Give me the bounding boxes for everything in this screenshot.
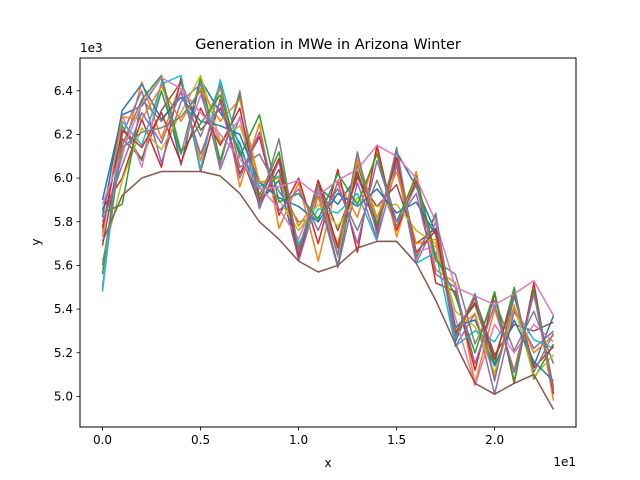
y-tick-label: 5.0 bbox=[54, 389, 73, 403]
x-tick-label: 0.5 bbox=[191, 433, 210, 447]
series-line-3 bbox=[101, 76, 555, 380]
series-layer bbox=[101, 74, 555, 410]
series-line-18 bbox=[101, 90, 555, 382]
x-tick-label: 2.0 bbox=[485, 433, 504, 447]
y-tick-label: 5.4 bbox=[54, 302, 73, 316]
series-line-10 bbox=[101, 74, 554, 350]
series-line-15 bbox=[101, 90, 555, 391]
plot-frame bbox=[79, 57, 577, 428]
series-line-17 bbox=[101, 76, 555, 316]
x-axis-label: x bbox=[324, 456, 331, 470]
y-tick-label: 6.4 bbox=[54, 84, 73, 98]
y-tick-label: 5.2 bbox=[54, 346, 73, 360]
x-tick-label: 0.0 bbox=[93, 433, 112, 447]
y-axis-label: y bbox=[29, 238, 43, 245]
x-offset-text: 1e1 bbox=[553, 455, 576, 469]
series-line-13 bbox=[102, 74, 555, 388]
x-tick-label: 1.0 bbox=[289, 433, 308, 447]
y-tick-label: 5.6 bbox=[54, 258, 73, 272]
y-tick-label: 6.0 bbox=[54, 171, 73, 185]
y-offset-text: 1e3 bbox=[80, 41, 103, 55]
y-tick-label: 5.8 bbox=[54, 215, 73, 229]
series-line-14 bbox=[101, 107, 555, 369]
axes-layer: 0.0 0.5 1.0 1.5 2.0 5.0 5.2 5.4 5.6 5.8 6.0 6.2 6.4 bbox=[54, 84, 504, 447]
x-tick-label: 1.5 bbox=[387, 433, 406, 447]
chart-title: Generation in MWe in Arizona Winter bbox=[195, 37, 461, 53]
series-line-16 bbox=[101, 170, 555, 410]
y-tick-label: 6.2 bbox=[54, 127, 73, 141]
